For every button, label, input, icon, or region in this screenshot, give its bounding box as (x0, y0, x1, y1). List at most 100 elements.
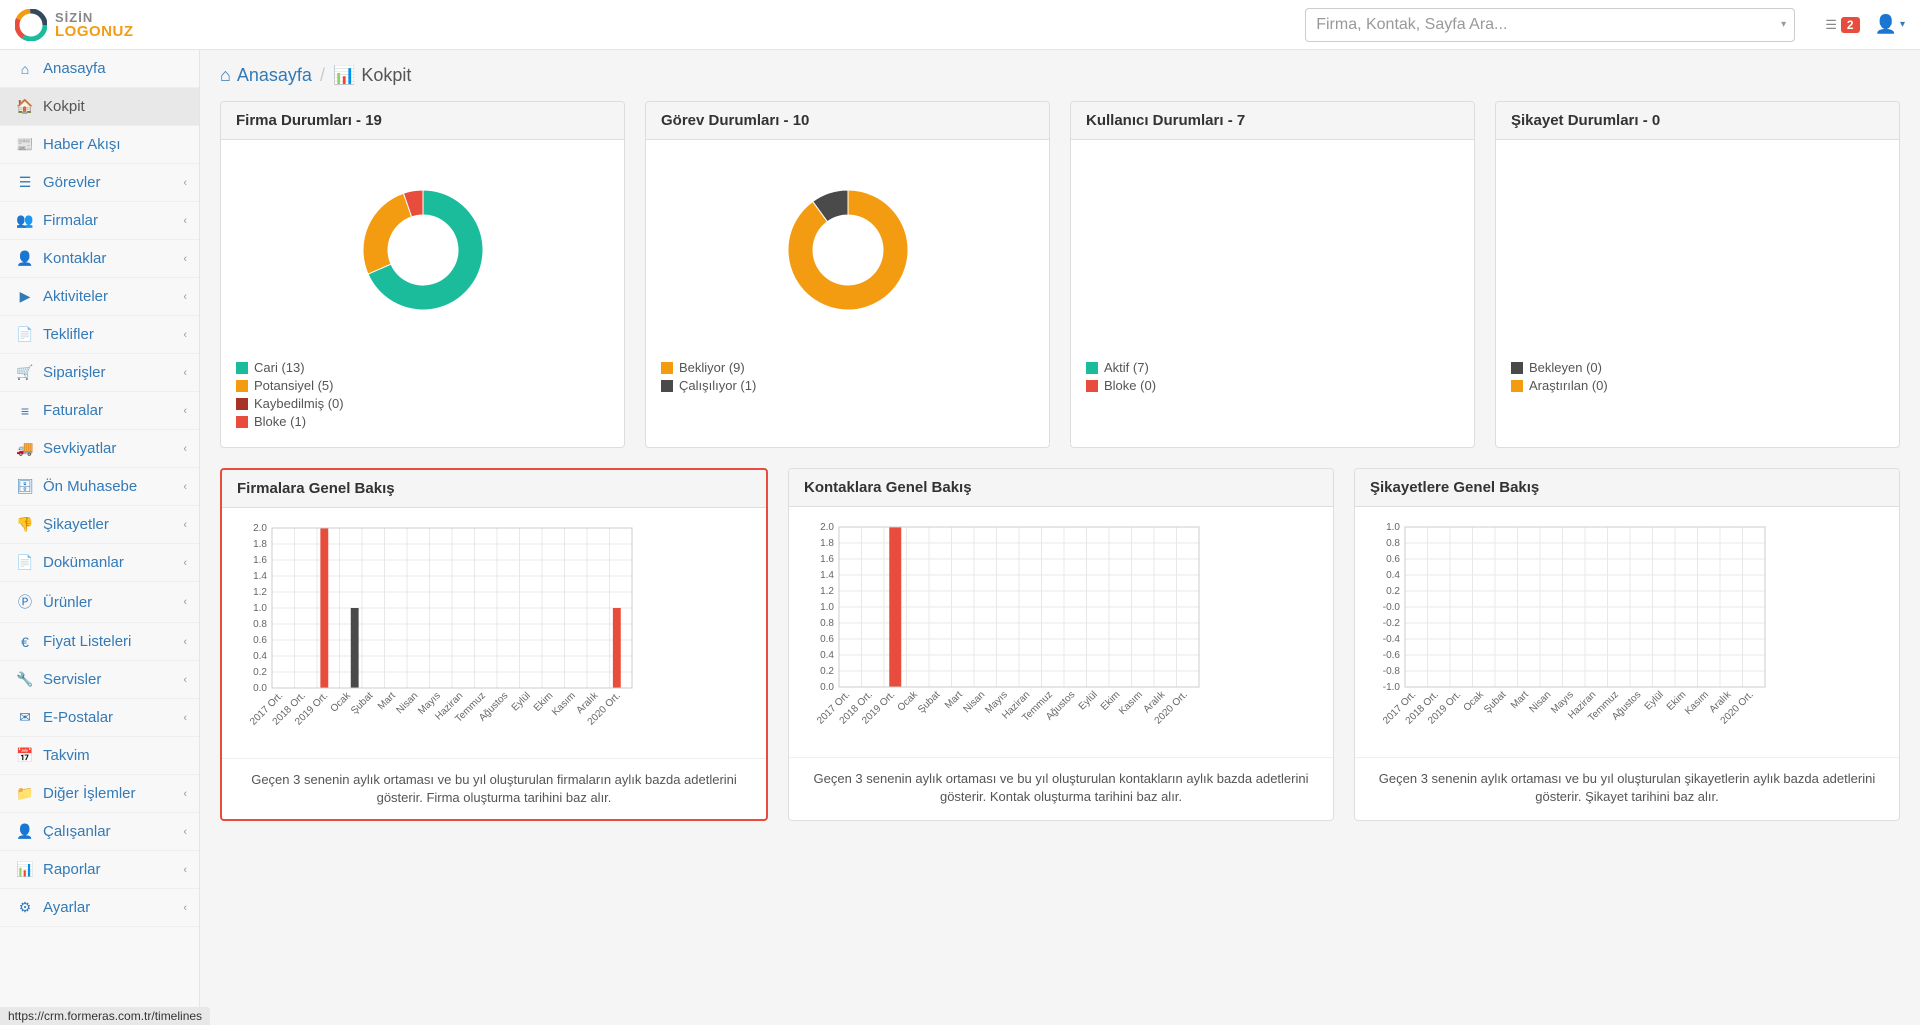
svg-text:-0.2: -0.2 (1383, 618, 1401, 629)
chevron-left-icon: ‹ (183, 826, 187, 838)
card-title: Şikayetlere Genel Bakış (1355, 469, 1899, 507)
svg-text:1.4: 1.4 (820, 570, 834, 581)
logo[interactable]: SİZİN LOGONUZ (15, 9, 195, 41)
sidebar-item-faturalar[interactable]: ≡Faturalar‹ (0, 392, 199, 430)
user-menu-button[interactable]: 👤 ▾ (1875, 14, 1905, 35)
legend: Aktif (7)Bloke (0) (1086, 360, 1459, 393)
legend-swatch (236, 416, 248, 428)
sidebar-item-ön-muhasebe[interactable]: 🗄Ön Muhasebe‹ (0, 468, 199, 506)
svg-text:1.6: 1.6 (253, 555, 267, 566)
card-footer: Geçen 3 senenin aylık ortaması ve bu yıl… (1355, 757, 1899, 818)
sidebar-item-sevkiyatlar[interactable]: 🚚Sevkiyatlar‹ (0, 430, 199, 468)
legend-label: Aktif (7) (1104, 360, 1149, 375)
status-card: Şikayet Durumları - 0 Bekleyen (0)Araştı… (1495, 101, 1900, 448)
sidebar-item-çalışanlar[interactable]: 👤Çalışanlar‹ (0, 813, 199, 851)
sidebar-item-anasayfa[interactable]: ⌂Anasayfa (0, 50, 199, 88)
sidebar-item-ayarlar[interactable]: ⚙Ayarlar‹ (0, 889, 199, 927)
overview-card: Şikayetlere Genel Bakış -1.0-0.8-0.6-0.4… (1354, 468, 1900, 821)
legend-swatch (236, 362, 248, 374)
sidebar-item-aktiviteler[interactable]: ▶Aktiviteler‹ (0, 278, 199, 316)
svg-text:-0.6: -0.6 (1383, 650, 1401, 661)
svg-text:0.4: 0.4 (820, 650, 834, 661)
donut-cards-row: Firma Durumları - 19 Cari (13) Potansiyel… (220, 101, 1900, 448)
overview-card: Kontaklara Genel Bakış 0.00.20.40.60.81.… (788, 468, 1334, 821)
sidebar-item-ürünler[interactable]: ⓅÜrünler‹ (0, 582, 199, 623)
card-title: Kontaklara Genel Bakış (789, 469, 1333, 507)
status-bar-url: https://crm.formeras.com.tr/timelines (0, 1007, 210, 1025)
status-card: Görev Durumları - 10 Bekliyor (9)Çalışıl… (645, 101, 1050, 448)
svg-text:1.2: 1.2 (253, 587, 267, 598)
sidebar-item-diğer-i̇şlemler[interactable]: 📁Diğer İşlemler‹ (0, 775, 199, 813)
svg-text:0.8: 0.8 (1386, 538, 1400, 549)
svg-text:1.0: 1.0 (820, 602, 834, 613)
chevron-left-icon: ‹ (183, 788, 187, 800)
sidebar-item-label: Görevler (43, 174, 101, 191)
sidebar-item-label: Kontaklar (43, 250, 106, 267)
svg-text:0.2: 0.2 (1386, 586, 1400, 597)
bar-chart: -1.0-0.8-0.6-0.4-0.2-0.00.20.40.60.81.02… (1370, 522, 1770, 742)
sidebar-item-siparişler[interactable]: 🛒Siparişler‹ (0, 354, 199, 392)
sidebar-item-dokümanlar[interactable]: 📄Dokümanlar‹ (0, 544, 199, 582)
bar-cards-row: Firmalara Genel Bakış 0.00.20.40.60.81.0… (220, 468, 1900, 821)
svg-text:Şubat: Şubat (349, 690, 375, 716)
svg-text:-0.8: -0.8 (1383, 666, 1401, 677)
svg-text:2.0: 2.0 (253, 523, 267, 534)
breadcrumb-home-label: Anasayfa (237, 65, 312, 86)
legend-label: Cari (13) (254, 360, 305, 375)
chevron-left-icon: ‹ (183, 215, 187, 227)
caret-down-icon: ▾ (1900, 19, 1905, 30)
svg-text:1.4: 1.4 (253, 571, 267, 582)
sidebar-item-label: Şikayetler (43, 516, 109, 533)
sidebar: ⌂Anasayfa🏠Kokpit📰Haber Akışı☰Görevler‹👥F… (0, 50, 200, 1025)
chevron-left-icon: ‹ (183, 902, 187, 914)
card-title: Şikayet Durumları - 0 (1496, 102, 1899, 140)
chevron-left-icon: ‹ (183, 712, 187, 724)
sidebar-item-e-postalar[interactable]: ✉E-Postalar‹ (0, 699, 199, 737)
sidebar-item-görevler[interactable]: ☰Görevler‹ (0, 164, 199, 202)
list-icon: ☰ (1825, 17, 1837, 33)
sidebar-item-firmalar[interactable]: 👥Firmalar‹ (0, 202, 199, 240)
chevron-left-icon: ‹ (183, 864, 187, 876)
sidebar-item-şikayetler[interactable]: 👎Şikayetler‹ (0, 506, 199, 544)
sidebar-item-servisler[interactable]: 🔧Servisler‹ (0, 661, 199, 699)
sidebar-item-label: Dokümanlar (43, 554, 124, 571)
sidebar-item-label: Raporlar (43, 861, 101, 878)
user-icon: 👤 (15, 250, 35, 267)
svg-text:1.0: 1.0 (253, 603, 267, 614)
legend-item: Potansiyel (5) (236, 378, 609, 393)
legend-swatch (1086, 380, 1098, 392)
svg-text:Nisan: Nisan (395, 690, 421, 716)
chevron-left-icon: ‹ (183, 291, 187, 303)
svg-text:0.4: 0.4 (253, 651, 267, 662)
dashboard-icon: 🏠 (15, 98, 35, 115)
svg-text:Şubat: Şubat (1482, 689, 1508, 715)
sidebar-item-kontaklar[interactable]: 👤Kontaklar‹ (0, 240, 199, 278)
sidebar-item-haber-akışı[interactable]: 📰Haber Akışı (0, 126, 199, 164)
wrench-icon: 🔧 (15, 671, 35, 688)
sidebar-item-kokpit[interactable]: 🏠Kokpit (0, 88, 199, 126)
legend: Cari (13)Potansiyel (5)Kaybedilmiş (0)Bl… (236, 360, 609, 429)
breadcrumb-home[interactable]: ⌂ Anasayfa (220, 65, 312, 86)
sidebar-item-label: Servisler (43, 671, 101, 688)
legend-label: Potansiyel (5) (254, 378, 333, 393)
sidebar-item-raporlar[interactable]: 📊 Raporlar ‹ (0, 851, 199, 889)
legend-item: Araştırılan (0) (1511, 378, 1884, 393)
card-footer: Geçen 3 senenin aylık ortaması ve bu yıl… (222, 758, 766, 819)
svg-text:0.2: 0.2 (253, 667, 267, 678)
sidebar-item-teklifler[interactable]: 📄Teklifler‹ (0, 316, 199, 354)
newspaper-icon: 📰 (15, 136, 35, 153)
cart-icon: 🛒 (15, 364, 35, 381)
breadcrumb-current: 📊 Kokpit (333, 65, 411, 86)
sidebar-item-takvim[interactable]: 📅Takvim (0, 737, 199, 775)
legend-label: Bekliyor (9) (679, 360, 745, 375)
chevron-left-icon: ‹ (183, 519, 187, 531)
card-title: Firma Durumları - 19 (221, 102, 624, 140)
sidebar-item-fiyat-listeleri[interactable]: €Fiyat Listeleri‹ (0, 623, 199, 661)
notifications-button[interactable]: ☰ 2 (1825, 17, 1859, 33)
legend-item: Kaybedilmiş (0) (236, 396, 609, 411)
legend-item: Bekliyor (9) (661, 360, 1034, 375)
svg-text:0.6: 0.6 (820, 634, 834, 645)
chart-icon: 📊 (15, 861, 35, 878)
sidebar-item-label: Siparişler (43, 364, 106, 381)
search-input[interactable]: Firma, Kontak, Sayfa Ara... ▾ (1305, 8, 1795, 42)
